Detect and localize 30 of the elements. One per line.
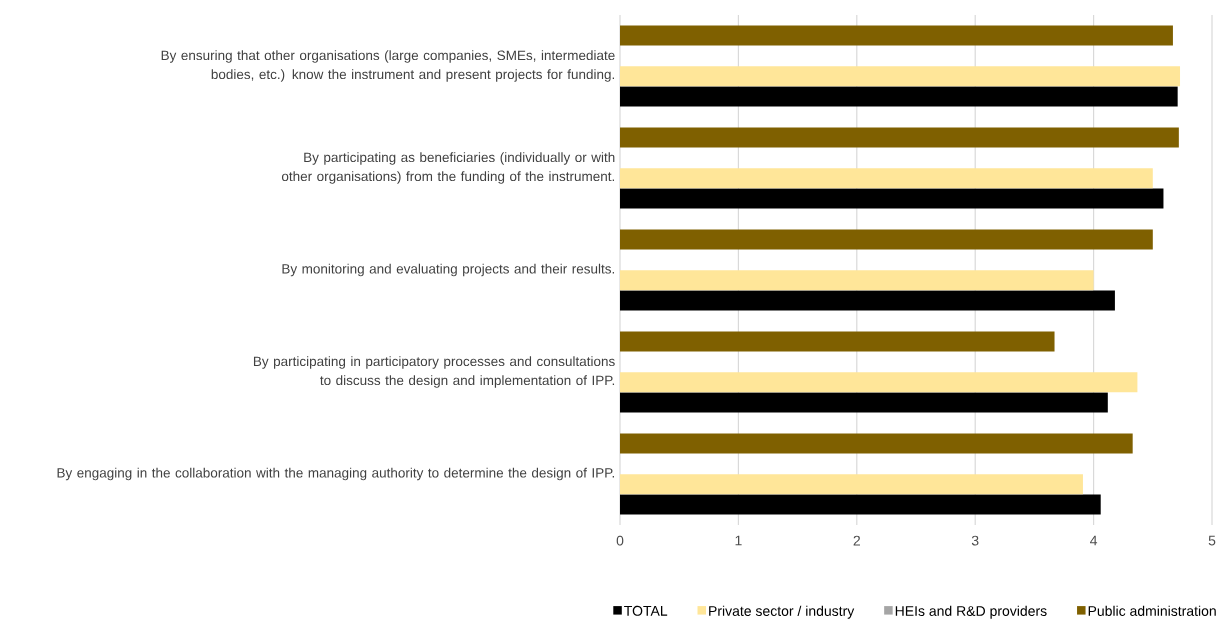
bar xyxy=(620,372,1138,393)
x-tick-label: 3 xyxy=(971,535,979,546)
bar xyxy=(620,86,1178,107)
bar xyxy=(620,392,1108,413)
legend-label: Public administration xyxy=(1088,605,1216,616)
bar xyxy=(620,66,1181,87)
bar xyxy=(620,127,1179,148)
bar xyxy=(620,168,1153,189)
legend-label: HEIs and R&D providers xyxy=(895,605,1047,619)
bar xyxy=(620,290,1115,311)
legend-label: TOTAL xyxy=(624,605,668,616)
bar xyxy=(620,25,1173,46)
y-tick-label: By engaging in the collaboration with the managing authority to determine the design of IPP. xyxy=(57,467,614,481)
x-tick-label: 4 xyxy=(1090,535,1098,546)
x-tick-label: 2 xyxy=(853,535,860,546)
bar xyxy=(620,270,1094,291)
bar xyxy=(620,433,1133,454)
bar xyxy=(620,474,1083,495)
y-tick-label: By ensuring that other organisations (large companies, SMEs, intermediate bodies, etc.) know the instrument and present projects for funding. xyxy=(161,50,615,82)
y-tick-label: By participating in participatory processes and consultations to discuss the design and implementation of IPP. xyxy=(253,356,615,388)
x-tick-label: 0 xyxy=(616,535,624,546)
x-tick-label: 1 xyxy=(735,535,742,546)
bar xyxy=(620,494,1101,515)
y-tick-label: By participating as beneficiaries (individually or with other organisations) from the funding of the instrument. xyxy=(281,152,615,184)
bar xyxy=(620,331,1055,352)
legend-label: Private sector / industry xyxy=(709,605,855,619)
y-tick-label: By monitoring and evaluating projects and their results. xyxy=(282,263,615,277)
bar xyxy=(620,229,1153,250)
bar xyxy=(620,188,1164,209)
x-tick-label: 5 xyxy=(1208,535,1216,546)
